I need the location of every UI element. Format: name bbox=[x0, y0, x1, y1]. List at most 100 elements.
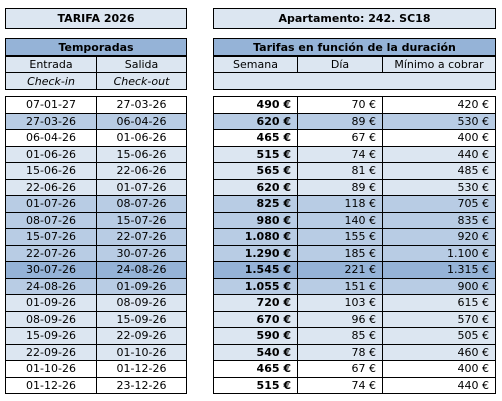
table-cell: 89 € bbox=[297, 112, 383, 130]
table-cell: 705 € bbox=[382, 195, 496, 213]
table-cell: 530 € bbox=[382, 112, 496, 130]
table-cell: 720 € bbox=[213, 294, 298, 312]
table-cell: 615 € bbox=[382, 294, 496, 312]
table-cell: 400 € bbox=[382, 360, 496, 378]
table-cell: 465 € bbox=[213, 360, 298, 378]
table-cell: 22-06-26 bbox=[5, 178, 97, 196]
table-cell: 06-04-26 bbox=[5, 129, 97, 147]
table-cell: 78 € bbox=[297, 343, 383, 361]
table-cell: 570 € bbox=[382, 310, 496, 328]
column-header: Entrada bbox=[5, 56, 97, 73]
table-cell: 24-08-26 bbox=[5, 277, 97, 295]
column-header: Mínimo a cobrar bbox=[382, 56, 496, 73]
table-cell: 01-06-26 bbox=[5, 145, 97, 163]
table-cell: 420 € bbox=[382, 96, 496, 114]
table-cell: 980 € bbox=[213, 211, 298, 229]
table-cell: 900 € bbox=[382, 277, 496, 295]
table-cell: 540 € bbox=[213, 343, 298, 361]
column-header: Salida bbox=[96, 56, 187, 73]
table-cell: 08-07-26 bbox=[96, 195, 187, 213]
table-cell: 920 € bbox=[382, 228, 496, 246]
column-header: Semana bbox=[213, 56, 298, 73]
table-cell: 1.055 € bbox=[213, 277, 298, 295]
table-cell: 620 € bbox=[213, 112, 298, 130]
table-cell: 22-09-26 bbox=[5, 343, 97, 361]
table-cell: 01-12-26 bbox=[5, 376, 97, 394]
table-cell: 103 € bbox=[297, 294, 383, 312]
table-cell: 01-07-26 bbox=[96, 178, 187, 196]
subheading-blank bbox=[213, 72, 496, 90]
table-cell: 15-07-26 bbox=[5, 228, 97, 246]
table-cell: 08-09-26 bbox=[5, 310, 97, 328]
table-cell: 27-03-26 bbox=[5, 112, 97, 130]
table-cell: 22-07-26 bbox=[96, 228, 187, 246]
table-cell: 825 € bbox=[213, 195, 298, 213]
table-cell: 15-09-26 bbox=[5, 327, 97, 345]
table-cell: 08-09-26 bbox=[96, 294, 187, 312]
table-cell: 440 € bbox=[382, 145, 496, 163]
table-cell: 490 € bbox=[213, 96, 298, 114]
table-cell: 22-09-26 bbox=[96, 327, 187, 345]
table-cell: 22-07-26 bbox=[5, 244, 97, 262]
table-cell: 01-06-26 bbox=[96, 129, 187, 147]
left-heading: Temporadas bbox=[5, 38, 187, 56]
column-header: Día bbox=[297, 56, 383, 73]
table-cell: 15-09-26 bbox=[96, 310, 187, 328]
table-cell: 185 € bbox=[297, 244, 383, 262]
subheading: Check-out bbox=[96, 72, 187, 90]
right-heading: Tarifas en función de la duración bbox=[213, 38, 496, 56]
table-cell: 01-09-26 bbox=[96, 277, 187, 295]
table-cell: 460 € bbox=[382, 343, 496, 361]
table-cell: 505 € bbox=[382, 327, 496, 345]
table-cell: 01-09-26 bbox=[5, 294, 97, 312]
table-cell: 151 € bbox=[297, 277, 383, 295]
table-cell: 515 € bbox=[213, 145, 298, 163]
title: TARIFA 2026 bbox=[5, 8, 187, 29]
table-cell: 15-06-26 bbox=[5, 162, 97, 180]
table-cell: 74 € bbox=[297, 376, 383, 394]
table-cell: 15-07-26 bbox=[96, 211, 187, 229]
table-cell: 140 € bbox=[297, 211, 383, 229]
table-cell: 15-06-26 bbox=[96, 145, 187, 163]
table-cell: 67 € bbox=[297, 360, 383, 378]
table-cell: 01-12-26 bbox=[96, 360, 187, 378]
table-cell: 01-07-26 bbox=[5, 195, 97, 213]
table-cell: 670 € bbox=[213, 310, 298, 328]
table-cell: 1.545 € bbox=[213, 261, 298, 279]
table-cell: 221 € bbox=[297, 261, 383, 279]
table-cell: 07-01-27 bbox=[5, 96, 97, 114]
table-cell: 23-12-26 bbox=[96, 376, 187, 394]
table-cell: 620 € bbox=[213, 178, 298, 196]
table-cell: 440 € bbox=[382, 376, 496, 394]
table-cell: 118 € bbox=[297, 195, 383, 213]
apartment: Apartamento: 242. SC18 bbox=[213, 8, 496, 29]
table-cell: 74 € bbox=[297, 145, 383, 163]
table-cell: 01-10-26 bbox=[5, 360, 97, 378]
table-cell: 89 € bbox=[297, 178, 383, 196]
table-cell: 590 € bbox=[213, 327, 298, 345]
table-cell: 1.315 € bbox=[382, 261, 496, 279]
subheading: Check-in bbox=[5, 72, 97, 90]
table-cell: 1.290 € bbox=[213, 244, 298, 262]
table-cell: 06-04-26 bbox=[96, 112, 187, 130]
table-cell: 27-03-26 bbox=[96, 96, 187, 114]
table-cell: 835 € bbox=[382, 211, 496, 229]
table-cell: 515 € bbox=[213, 376, 298, 394]
table-cell: 67 € bbox=[297, 129, 383, 147]
table-cell: 22-06-26 bbox=[96, 162, 187, 180]
table-cell: 70 € bbox=[297, 96, 383, 114]
table-cell: 30-07-26 bbox=[5, 261, 97, 279]
table-cell: 465 € bbox=[213, 129, 298, 147]
table-cell: 400 € bbox=[382, 129, 496, 147]
table-cell: 1.100 € bbox=[382, 244, 496, 262]
table-cell: 1.080 € bbox=[213, 228, 298, 246]
table-cell: 485 € bbox=[382, 162, 496, 180]
table-cell: 01-10-26 bbox=[96, 343, 187, 361]
table-cell: 30-07-26 bbox=[96, 244, 187, 262]
table-cell: 85 € bbox=[297, 327, 383, 345]
table-cell: 08-07-26 bbox=[5, 211, 97, 229]
table-cell: 530 € bbox=[382, 178, 496, 196]
table-cell: 565 € bbox=[213, 162, 298, 180]
table-cell: 96 € bbox=[297, 310, 383, 328]
